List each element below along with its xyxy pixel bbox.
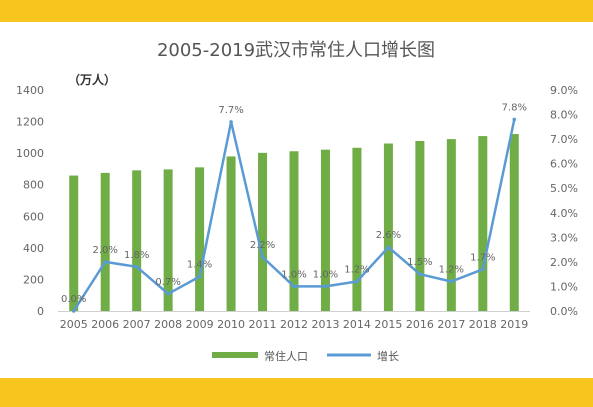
growth-label-2014: 1.2% xyxy=(344,265,369,276)
y-left-tick-label: 1000 xyxy=(16,147,44,160)
x-tick-label: 2016 xyxy=(406,318,434,331)
bar-2019 xyxy=(509,134,519,311)
bar-2010 xyxy=(226,156,236,311)
growth-label-2015: 2.6% xyxy=(376,230,401,241)
y-left-tick-label: 200 xyxy=(23,273,44,286)
growth-point-2017 xyxy=(449,279,454,284)
x-tick-label: 2012 xyxy=(280,318,308,331)
growth-point-2005 xyxy=(71,309,76,313)
y-right-tick-label: 1.0% xyxy=(550,280,578,293)
chart-frame: 2005-2019武汉市常住人口增长图 （万人） 0 200 400 600 800 10… xyxy=(0,22,593,378)
y-right-tick-label: 0.0% xyxy=(550,305,578,318)
legend: 常住人口 增长 xyxy=(212,349,399,363)
y-right-ticks: 0.0% 1.0% 2.0% 3.0% 4.0% 5.0% 6.0% 7.0% 8.0% 9.0% xyxy=(550,84,578,318)
y-left-tick-label: 0 xyxy=(37,305,44,318)
growth-point-2006 xyxy=(103,260,107,264)
y-right-tick-label: 4.0% xyxy=(550,207,578,220)
growth-point-2015 xyxy=(386,245,391,249)
x-tick-label: 2015 xyxy=(374,318,402,331)
bar-2016 xyxy=(415,140,425,311)
x-tick-label: 2017 xyxy=(437,318,465,331)
growth-label-2016: 1.5% xyxy=(407,257,432,268)
y-left-tick-label: 1400 xyxy=(16,84,44,97)
chart-title: 2005-2019武汉市常住人口增长图 xyxy=(157,40,435,61)
x-tick-label: 2008 xyxy=(154,318,182,331)
bar-2014 xyxy=(352,147,362,311)
growth-point-2008 xyxy=(166,292,170,296)
bar-2006 xyxy=(100,172,110,311)
x-tick-label: 2013 xyxy=(311,318,339,331)
growth-label-2019: 7.8% xyxy=(502,102,527,113)
y-left-tick-label: 800 xyxy=(23,179,44,192)
growth-point-2013 xyxy=(323,284,328,289)
y-left-tick-label: 1200 xyxy=(16,116,44,129)
growth-label-2012: 1.0% xyxy=(281,269,306,280)
x-tick-label: 2005 xyxy=(60,318,88,331)
bar-series-population xyxy=(69,134,519,311)
y-left-unit: （万人） xyxy=(68,72,116,87)
legend-label-population: 常住人口 xyxy=(264,349,308,363)
x-tick-label: 2010 xyxy=(217,318,245,331)
x-tick-label: 2007 xyxy=(123,318,151,331)
x-tick-label: 2019 xyxy=(500,318,528,331)
x-tick-label: 2014 xyxy=(343,318,371,331)
bar-2008 xyxy=(163,169,173,311)
growth-label-2005: 0.0% xyxy=(61,294,86,305)
growth-point-2014 xyxy=(355,279,359,284)
growth-point-2012 xyxy=(292,284,296,289)
growth-point-2018 xyxy=(481,267,485,272)
growth-label-2007: 1.8% xyxy=(124,250,149,261)
growth-label-2013: 1.0% xyxy=(313,269,338,280)
bar-2015 xyxy=(383,143,393,311)
growth-label-2018: 1.7% xyxy=(470,252,495,263)
chart-svg: 2005-2019武汉市常住人口增长图 （万人） 0 200 400 600 800 10… xyxy=(16,40,578,363)
y-right-tick-label: 2.0% xyxy=(550,256,578,269)
legend-swatch-population xyxy=(212,352,258,358)
y-right-tick-label: 5.0% xyxy=(550,182,578,195)
bar-2013 xyxy=(320,149,330,311)
x-tick-label: 2011 xyxy=(249,318,277,331)
growth-label-2010: 7.7% xyxy=(218,105,243,116)
growth-label-2006: 2.0% xyxy=(92,245,117,256)
y-right-tick-label: 3.0% xyxy=(550,231,578,244)
growth-label-2017: 1.2% xyxy=(439,265,464,276)
x-tick-label: 2018 xyxy=(469,318,497,331)
y-right-tick-label: 7.0% xyxy=(550,133,578,146)
growth-point-2019 xyxy=(512,117,517,122)
bar-2012 xyxy=(289,151,299,311)
y-left-tick-label: 400 xyxy=(23,242,44,255)
growth-point-2009 xyxy=(197,274,202,279)
growth-label-2008: 0.7% xyxy=(155,277,180,288)
growth-label-2011: 2.2% xyxy=(250,240,275,251)
bar-2017 xyxy=(446,139,456,311)
y-right-tick-label: 6.0% xyxy=(550,158,578,171)
x-tick-label: 2009 xyxy=(186,318,214,331)
x-axis-ticks: 2005 2006 2007 2008 2009 2010 2011 2012 2013 2014… xyxy=(60,318,529,331)
bar-2007 xyxy=(132,170,142,311)
x-tick-label: 2006 xyxy=(91,318,119,331)
bar-2011 xyxy=(258,152,268,311)
growth-label-2009: 1.4% xyxy=(187,260,212,271)
y-left-tick-label: 600 xyxy=(23,210,44,223)
legend-label-growth: 增长 xyxy=(377,349,399,363)
bar-2009 xyxy=(195,167,205,311)
growth-point-2011 xyxy=(260,255,265,259)
y-right-tick-label: 9.0% xyxy=(550,84,578,97)
growth-point-2010 xyxy=(229,120,233,124)
y-right-tick-label: 8.0% xyxy=(550,109,578,122)
bar-2005 xyxy=(69,175,79,311)
growth-point-2016 xyxy=(418,272,422,276)
growth-point-2007 xyxy=(134,265,139,269)
line-series-growth: 0.0% 2.0% 1.8% 0.7% 1.4% 7.7% 2.2% 1.0% 1.0% 1.2%… xyxy=(61,102,527,313)
bar-2018 xyxy=(478,136,488,311)
y-left-ticks: 0 200 400 600 800 1000 1200 1400 xyxy=(16,84,44,318)
